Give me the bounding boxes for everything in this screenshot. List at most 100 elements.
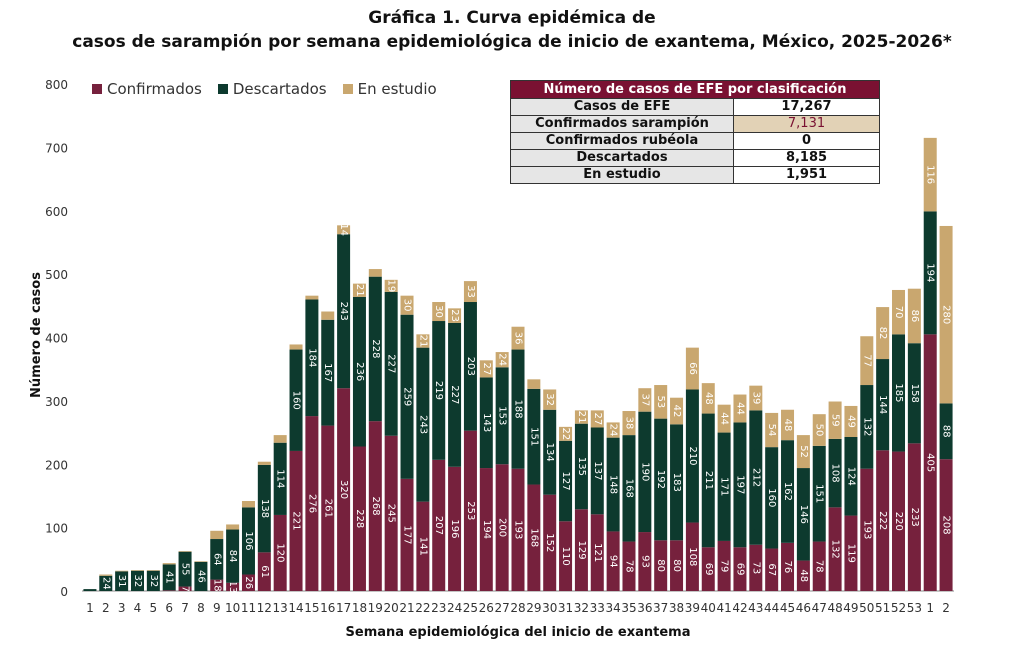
x-tick-label: 35 [621,601,636,615]
bar-confirmados [939,459,953,591]
bar-en-estudio [432,302,446,322]
data-label: 69 [703,563,714,576]
data-label: 168 [623,479,634,498]
bar-en-estudio [876,307,890,360]
bar-descartados [574,423,588,510]
bar-confirmados [559,521,573,591]
bar-en-estudio [511,326,525,350]
x-tick-label: 48 [827,601,842,615]
data-label: 119 [845,544,856,563]
data-label: 183 [671,473,682,492]
x-tick-label: 52 [891,601,906,615]
summary-row-descartados: Descartados 8,185 [510,149,880,167]
data-label: 280 [941,305,952,324]
bar-confirmados [733,547,747,591]
bar-en-estudio [241,501,255,508]
data-label: 405 [925,453,936,472]
summary-label: Confirmados rubéola [510,132,734,150]
data-label: 30 [433,305,444,318]
data-label: 41 [164,571,175,584]
data-label: 268 [370,497,381,516]
bar-confirmados [226,582,240,591]
bar-descartados [115,571,129,591]
bar-en-estudio [289,344,303,350]
bar-en-estudio [130,570,144,571]
bar-en-estudio [305,295,319,300]
y-tick-label: 100 [45,522,68,536]
x-tick-label: 3 [118,601,126,615]
x-tick-label: 47 [812,601,827,615]
data-label: 220 [893,512,904,531]
bar-confirmados [654,540,668,591]
data-label: 80 [655,559,666,572]
x-tick-label: 11 [241,601,256,615]
x-tick-label: 5 [150,601,158,615]
x-tick-label: 4 [134,601,142,615]
bar-en-estudio [685,347,699,390]
data-label: 24 [100,577,111,590]
bar-en-estudio [749,385,763,411]
summary-value: 17,267 [733,98,880,116]
data-label: 39 [750,392,761,405]
data-label: 160 [766,488,777,507]
x-tick-label: 51 [875,601,890,615]
data-label: 190 [639,462,650,481]
data-label: 26 [243,576,254,589]
bar-descartados [162,564,176,591]
data-label: 48 [798,569,809,582]
bar-descartados [384,291,398,436]
bar-descartados [733,422,747,548]
data-label: 18 [211,579,222,592]
data-label: 208 [941,516,952,535]
bar-descartados [828,438,842,508]
data-label: 78 [623,560,634,573]
bar-descartados [685,389,699,523]
bar-descartados [146,570,160,591]
x-tick-label: 7 [181,601,189,615]
bar-descartados [337,234,351,389]
bar-descartados [321,319,335,426]
legend: Confirmados Descartados En estudio [92,80,437,98]
x-tick-label: 50 [859,601,874,615]
x-tick-label: 12 [257,601,272,615]
x-tick-label: 25 [463,601,478,615]
bar-confirmados [717,540,731,591]
data-label: 79 [719,560,730,573]
data-label: 219 [433,381,444,400]
x-axis-title: Semana epidemiológica del inicio de exan… [346,625,691,640]
bar-confirmados [685,522,699,591]
data-label: 108 [830,464,841,483]
legend-swatch-en-estudio [342,84,353,94]
bar-en-estudio [400,295,414,315]
data-label: 21 [576,411,587,424]
bar-confirmados [352,446,366,591]
data-label: 23 [449,309,460,322]
bar-descartados [907,343,921,444]
bar-descartados [305,299,319,417]
data-label: 108 [687,547,698,566]
data-label: 185 [893,383,904,402]
data-label: 120 [275,543,286,562]
data-label: 114 [275,469,286,488]
bar-descartados [923,211,937,335]
data-label: 233 [909,508,920,527]
bar-descartados [289,349,303,451]
bar-en-estudio [654,385,668,419]
y-tick-label: 300 [45,395,68,409]
bar-descartados [638,411,652,533]
x-tick-label: 21 [399,601,414,615]
bar-en-estudio [463,281,477,303]
data-label: 141 [417,537,428,556]
x-tick-label: 38 [669,601,684,615]
data-label: 42 [671,405,682,418]
bar-confirmados [590,514,604,591]
data-label: 53 [655,395,666,408]
bar-descartados [416,347,430,502]
data-label: 134 [544,443,555,462]
data-label: 13 [227,581,238,594]
x-tick-label: 6 [165,601,173,615]
data-label: 70 [893,306,904,319]
bar-descartados [400,314,414,479]
legend-label-en-estudio: En estudio [357,80,437,98]
bar-en-estudio [115,570,129,572]
